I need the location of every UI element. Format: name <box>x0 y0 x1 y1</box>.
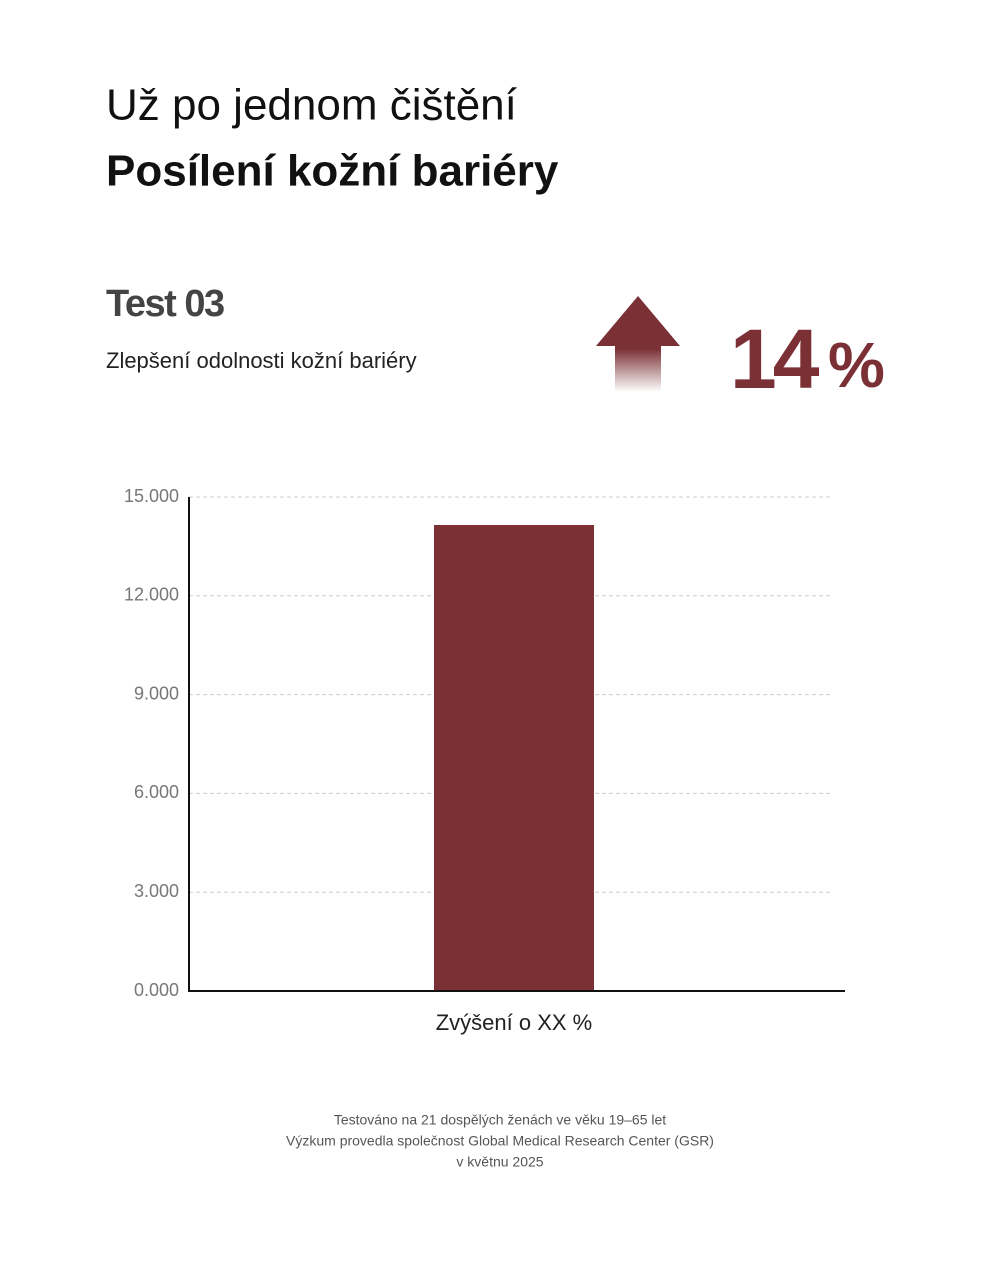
y-tick-label: 3.000 <box>134 881 179 901</box>
y-tick-label: 9.000 <box>134 683 179 703</box>
x-tick-label: Zvýšení o XX % <box>436 1010 593 1035</box>
bar <box>434 524 594 991</box>
y-tick-label: 6.000 <box>134 782 179 802</box>
footer-line: Testováno na 21 dospělých ženách ve věku… <box>334 1112 666 1128</box>
test-label: Test 03 <box>106 283 224 325</box>
stat-value: 14 <box>730 312 820 406</box>
test-description: Zlepšení odolnosti kožní bariéry <box>106 348 417 373</box>
up-arrow <box>596 296 680 392</box>
y-tick-label: 0.000 <box>134 980 179 1000</box>
headline-bold: Posílení kožní bariéry <box>106 147 559 196</box>
chart: 0.000 3.000 6.000 9.000 12.000 15.000 Zvýšení … <box>124 486 845 1035</box>
y-tick-label: 15.000 <box>124 486 179 506</box>
stat-unit: % <box>828 329 885 401</box>
headline: Už po jednom čištění <box>106 81 518 130</box>
y-tick-label: 12.000 <box>124 585 179 605</box>
footer-line: Výzkum provedla společnost Global Medica… <box>286 1133 714 1149</box>
footer-line: v květnu 2025 <box>456 1154 543 1170</box>
